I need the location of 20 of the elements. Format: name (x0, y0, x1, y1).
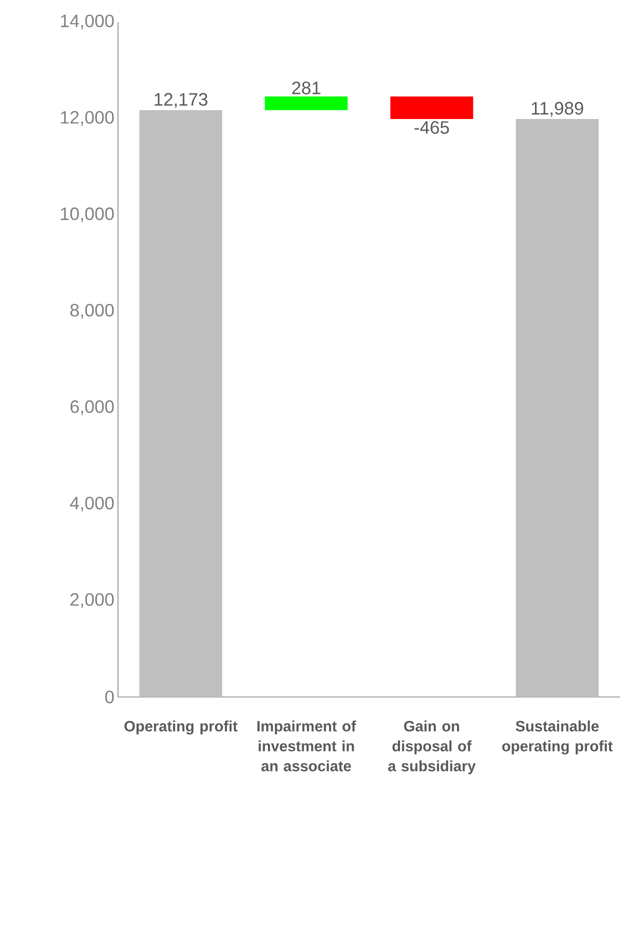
x-tick-label: Gain on disposal of a subsidiary (388, 720, 476, 774)
bar (139, 110, 222, 697)
x-tick-label: Operating profit (124, 720, 238, 735)
y-tick-label: 14,000 (60, 14, 114, 30)
x-tick-label: Impairment of investment in an associate (257, 720, 356, 772)
bar (264, 96, 348, 110)
bar (516, 118, 599, 697)
y-tick-label: 2,000 (70, 593, 114, 608)
data-label: 11,989 (532, 102, 584, 117)
y-tick-label: 0 (105, 690, 114, 704)
x-tick-label: Sustainable operating profit (502, 720, 613, 754)
y-tick-label: 10,000 (60, 207, 114, 222)
data-label: 281 (292, 82, 320, 94)
y-tick-label: 4,000 (70, 496, 114, 512)
y-tick-label: 6,000 (70, 400, 114, 416)
y-tick-label: 12,000 (60, 111, 114, 126)
bar (390, 96, 474, 119)
data-label: -465 (414, 121, 449, 134)
y-tick-label: 8,000 (70, 304, 114, 319)
data-label: 12,173 (154, 93, 208, 108)
